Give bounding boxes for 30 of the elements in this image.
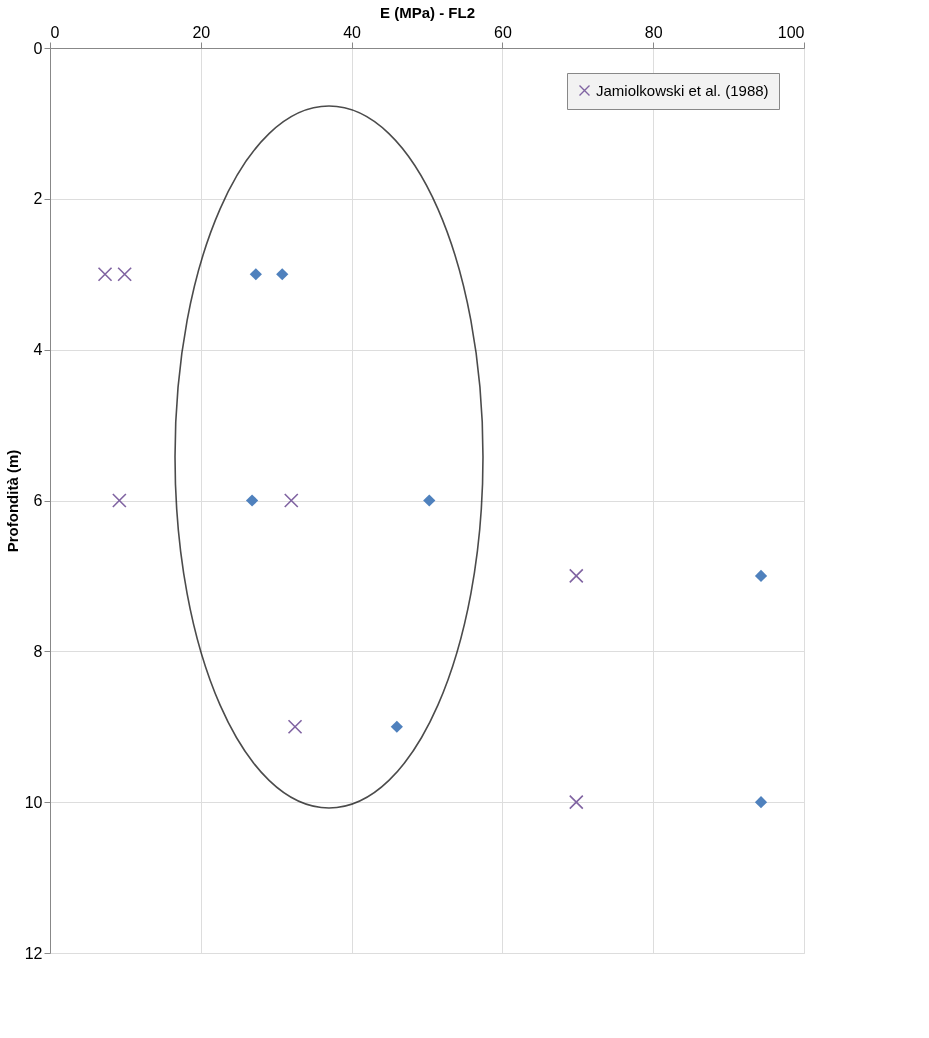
point <box>276 268 289 281</box>
point <box>568 568 584 584</box>
point <box>754 569 768 583</box>
y-tick-label: 8 <box>33 642 43 660</box>
y-axis-title: Profondità (m) <box>3 449 21 553</box>
point <box>112 493 127 508</box>
point <box>568 794 584 810</box>
x-tick-label: 40 <box>343 23 362 41</box>
x-tick-label: 60 <box>494 23 512 41</box>
legend-label: Jamiolkowski et al. (1988) <box>596 81 769 99</box>
y-tick-label: 12 <box>24 944 43 962</box>
x-tick-label: 20 <box>192 23 211 41</box>
point <box>245 494 259 507</box>
x-tick-label: 80 <box>644 23 663 41</box>
point <box>249 268 262 281</box>
y-tick-label: 0 <box>33 39 43 57</box>
x-tick-label: 100 <box>777 23 805 41</box>
point <box>97 266 113 282</box>
y-tick-label: 6 <box>33 492 43 509</box>
point <box>283 493 299 508</box>
x-axis-title: E (MPa) - FL2 <box>379 3 476 21</box>
point <box>117 266 132 282</box>
point <box>754 796 768 809</box>
y-tick-label: 10 <box>24 793 43 811</box>
x-tick-label: 0 <box>50 23 60 41</box>
point <box>287 719 303 735</box>
y-tick-label: 4 <box>33 341 43 359</box>
y-tick-label: 2 <box>33 190 43 208</box>
point <box>390 720 403 733</box>
point <box>423 494 436 507</box>
